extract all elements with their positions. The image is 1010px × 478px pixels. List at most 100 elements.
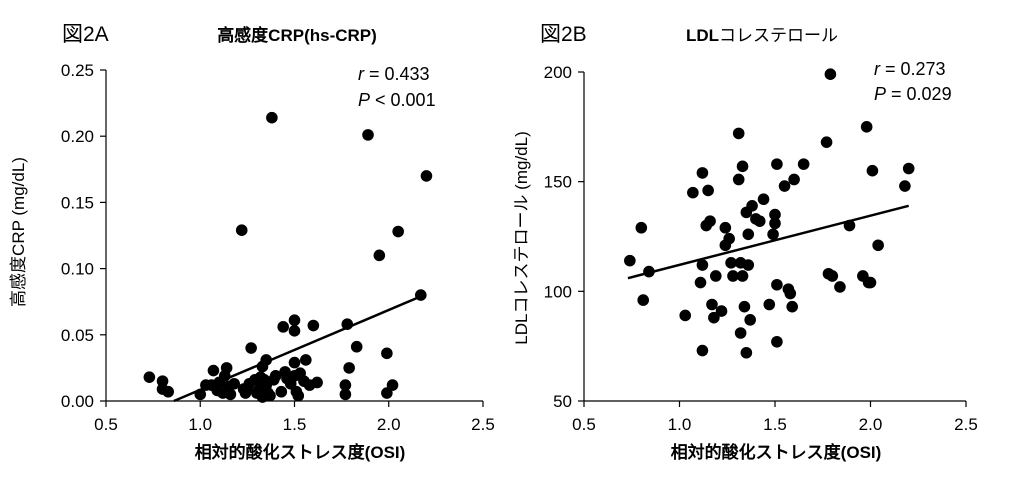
panel-a-r-symbol: r <box>358 64 365 84</box>
y-tick-label: 150 <box>544 173 572 192</box>
data-point <box>771 335 783 348</box>
panel-b-p-value: = 0.029 <box>886 84 952 104</box>
data-point <box>269 370 282 382</box>
data-point <box>738 300 751 313</box>
panel-b-regression-line <box>627 204 910 280</box>
x-tick-label: 1.5 <box>283 415 307 434</box>
data-point <box>757 193 770 206</box>
data-point <box>769 217 781 230</box>
data-point <box>228 377 240 390</box>
data-point <box>704 215 716 227</box>
data-point <box>899 180 911 192</box>
data-point <box>786 300 798 313</box>
panel-a-y-ticks: 0.00 0.05 0.10 0.15 0.20 0.25 <box>61 61 106 411</box>
panel-b-r-stat: r = 0.273 <box>874 59 946 79</box>
data-point <box>679 309 692 322</box>
panel-a-points <box>143 111 433 403</box>
data-point <box>769 208 781 221</box>
x-tick-label: 0.5 <box>94 415 118 434</box>
data-point <box>235 224 248 237</box>
data-point <box>788 173 800 186</box>
panel-b-points <box>624 68 915 359</box>
y-tick-label: 200 <box>544 63 572 82</box>
panel-a-title: 高感度CRP(hs-CRP) <box>217 25 377 45</box>
data-point <box>706 298 718 311</box>
data-point <box>264 389 276 402</box>
panel-a-y-label: 高感度CRP (mg/dL) <box>9 157 28 307</box>
data-point <box>719 221 732 234</box>
chart-panel-b: 図2B LDLコレステロール r = 0.273 P = 0.029 50 100… <box>512 23 978 462</box>
data-point <box>207 364 220 377</box>
panel-a-x-label: 相対的酸化ストレス度(OSI) <box>195 442 406 462</box>
data-point <box>709 270 722 282</box>
data-point <box>742 228 755 241</box>
panel-b-title: LDLコレステロール <box>686 26 838 45</box>
data-point <box>834 281 846 293</box>
data-point <box>224 388 237 401</box>
data-point <box>727 270 739 282</box>
data-point <box>864 276 877 289</box>
panel-b-y-ticks: 50 100 150 200 <box>544 63 584 411</box>
data-point <box>420 170 433 182</box>
data-point <box>311 376 323 389</box>
x-tick-label: 1.5 <box>763 415 787 434</box>
data-point <box>220 362 233 374</box>
panel-b-title-rest: コレステロール <box>719 26 838 45</box>
y-tick-label: 0.10 <box>61 260 94 279</box>
data-point <box>784 287 797 300</box>
x-tick-label: 1.0 <box>188 415 212 434</box>
data-point <box>820 136 833 148</box>
data-point <box>373 249 386 262</box>
x-tick-label: 2.5 <box>471 415 495 434</box>
data-point <box>307 319 320 332</box>
data-point <box>723 232 735 245</box>
data-point <box>288 325 301 337</box>
data-point <box>702 184 714 197</box>
x-tick-label: 2.0 <box>859 415 883 434</box>
y-tick-label: 0.25 <box>61 61 94 80</box>
data-point <box>732 127 745 140</box>
data-point <box>288 314 301 327</box>
panel-a-p-value: < 0.001 <box>370 90 436 110</box>
data-point <box>872 239 884 252</box>
data-point <box>696 344 709 357</box>
panel-b-p-stat: P = 0.029 <box>874 84 952 104</box>
panel-a-p-stat: P < 0.001 <box>358 90 436 110</box>
data-point <box>350 340 363 353</box>
data-point <box>797 158 810 170</box>
chart-panel-a: 図2A 高感度CRP(hs-CRP) r = 0.433 P < 0.001 0… <box>9 23 495 462</box>
panel-b-y-label: LDLコレステロール (mg/dL) <box>512 131 531 344</box>
panel-a-p-symbol: P <box>358 90 370 110</box>
data-point <box>694 276 707 289</box>
data-point <box>245 342 257 354</box>
data-point <box>339 388 352 401</box>
data-point <box>771 278 783 291</box>
data-point <box>300 354 312 366</box>
x-tick-label: 1.0 <box>668 415 692 434</box>
panel-b-p-symbol: P <box>874 84 886 104</box>
data-point <box>392 225 404 238</box>
panel-b-r-symbol: r <box>874 59 881 79</box>
data-point <box>277 321 289 333</box>
y-tick-label: 50 <box>553 392 572 411</box>
x-tick-label: 2.5 <box>954 415 978 434</box>
data-point <box>866 164 879 177</box>
x-tick-label: 0.5 <box>572 415 596 434</box>
panel-b-label: 図2B <box>540 23 587 46</box>
y-tick-label: 0.20 <box>61 127 94 146</box>
y-tick-label: 100 <box>544 282 572 301</box>
data-point <box>339 379 352 391</box>
panel-b-x-ticks: 0.5 1.0 1.5 2.0 2.5 <box>572 401 978 434</box>
data-point <box>292 389 305 402</box>
data-point <box>381 347 393 360</box>
data-point <box>288 356 301 369</box>
y-tick-label: 0.15 <box>61 193 94 212</box>
data-point <box>767 228 779 241</box>
data-point <box>753 215 766 227</box>
data-point <box>156 375 169 387</box>
data-point <box>708 311 720 324</box>
data-point <box>635 221 648 234</box>
data-point <box>826 270 839 282</box>
data-point <box>696 167 709 179</box>
